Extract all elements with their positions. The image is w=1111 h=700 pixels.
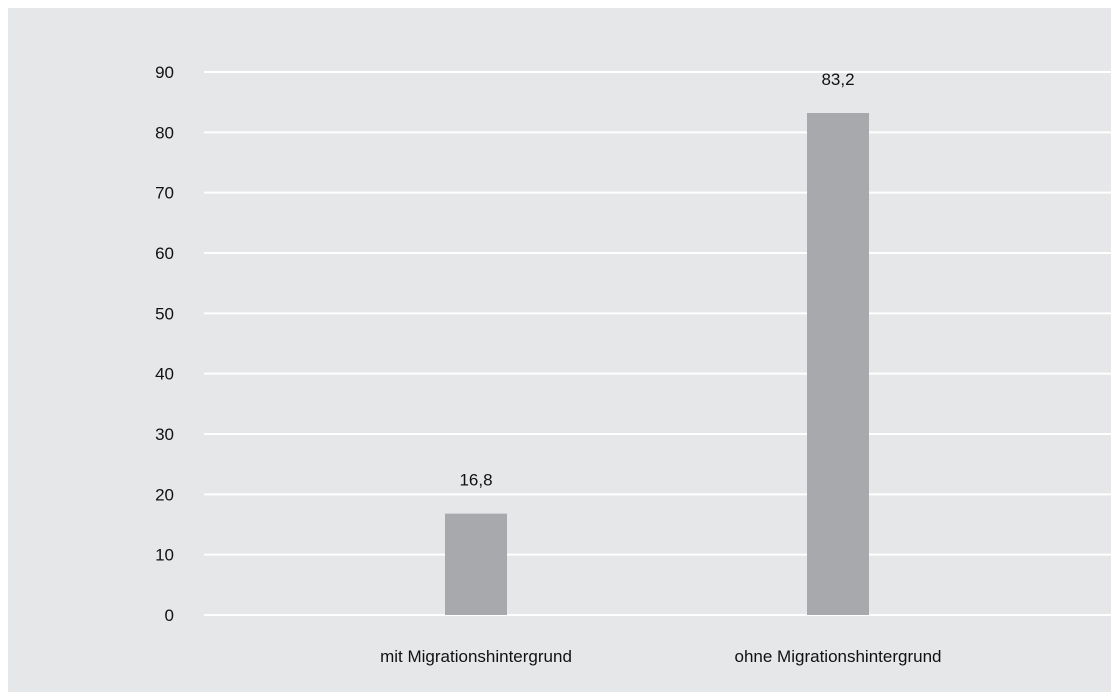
y-tick-label-80: 80 bbox=[155, 123, 174, 142]
y-tick-label-40: 40 bbox=[155, 365, 174, 384]
bar-1 bbox=[445, 513, 507, 615]
gridlines bbox=[204, 71, 1111, 616]
y-tick-label-50: 50 bbox=[155, 304, 174, 323]
value-label-1: 16,8 bbox=[459, 471, 492, 490]
value-label-2: 83,2 bbox=[821, 70, 854, 89]
y-tick-label-30: 30 bbox=[155, 425, 174, 444]
y-tick-label-10: 10 bbox=[155, 546, 174, 565]
bar-2 bbox=[807, 113, 869, 615]
bars bbox=[445, 113, 869, 615]
y-tick-label-70: 70 bbox=[155, 184, 174, 203]
category-label-2: ohne Migrationshintergrund bbox=[735, 647, 942, 666]
bar-chart: 0 10 20 30 40 50 60 70 80 90 16,8 83,2 mit Migrati… bbox=[155, 63, 1111, 666]
y-tick-label-90: 90 bbox=[155, 63, 174, 82]
y-tick-label-60: 60 bbox=[155, 244, 174, 263]
value-labels: 16,8 83,2 bbox=[459, 70, 854, 490]
chart-panel: 0 10 20 30 40 50 60 70 80 90 16,8 83,2 mit Migrati… bbox=[8, 8, 1111, 692]
y-axis-ticks: 0 10 20 30 40 50 60 70 80 90 bbox=[155, 63, 174, 625]
y-tick-label-20: 20 bbox=[155, 485, 174, 504]
category-label-1: mit Migrationshintergrund bbox=[380, 647, 572, 666]
y-tick-label-0: 0 bbox=[165, 606, 174, 625]
x-axis-categories: mit Migrationshintergrund ohne Migrations… bbox=[380, 647, 941, 666]
